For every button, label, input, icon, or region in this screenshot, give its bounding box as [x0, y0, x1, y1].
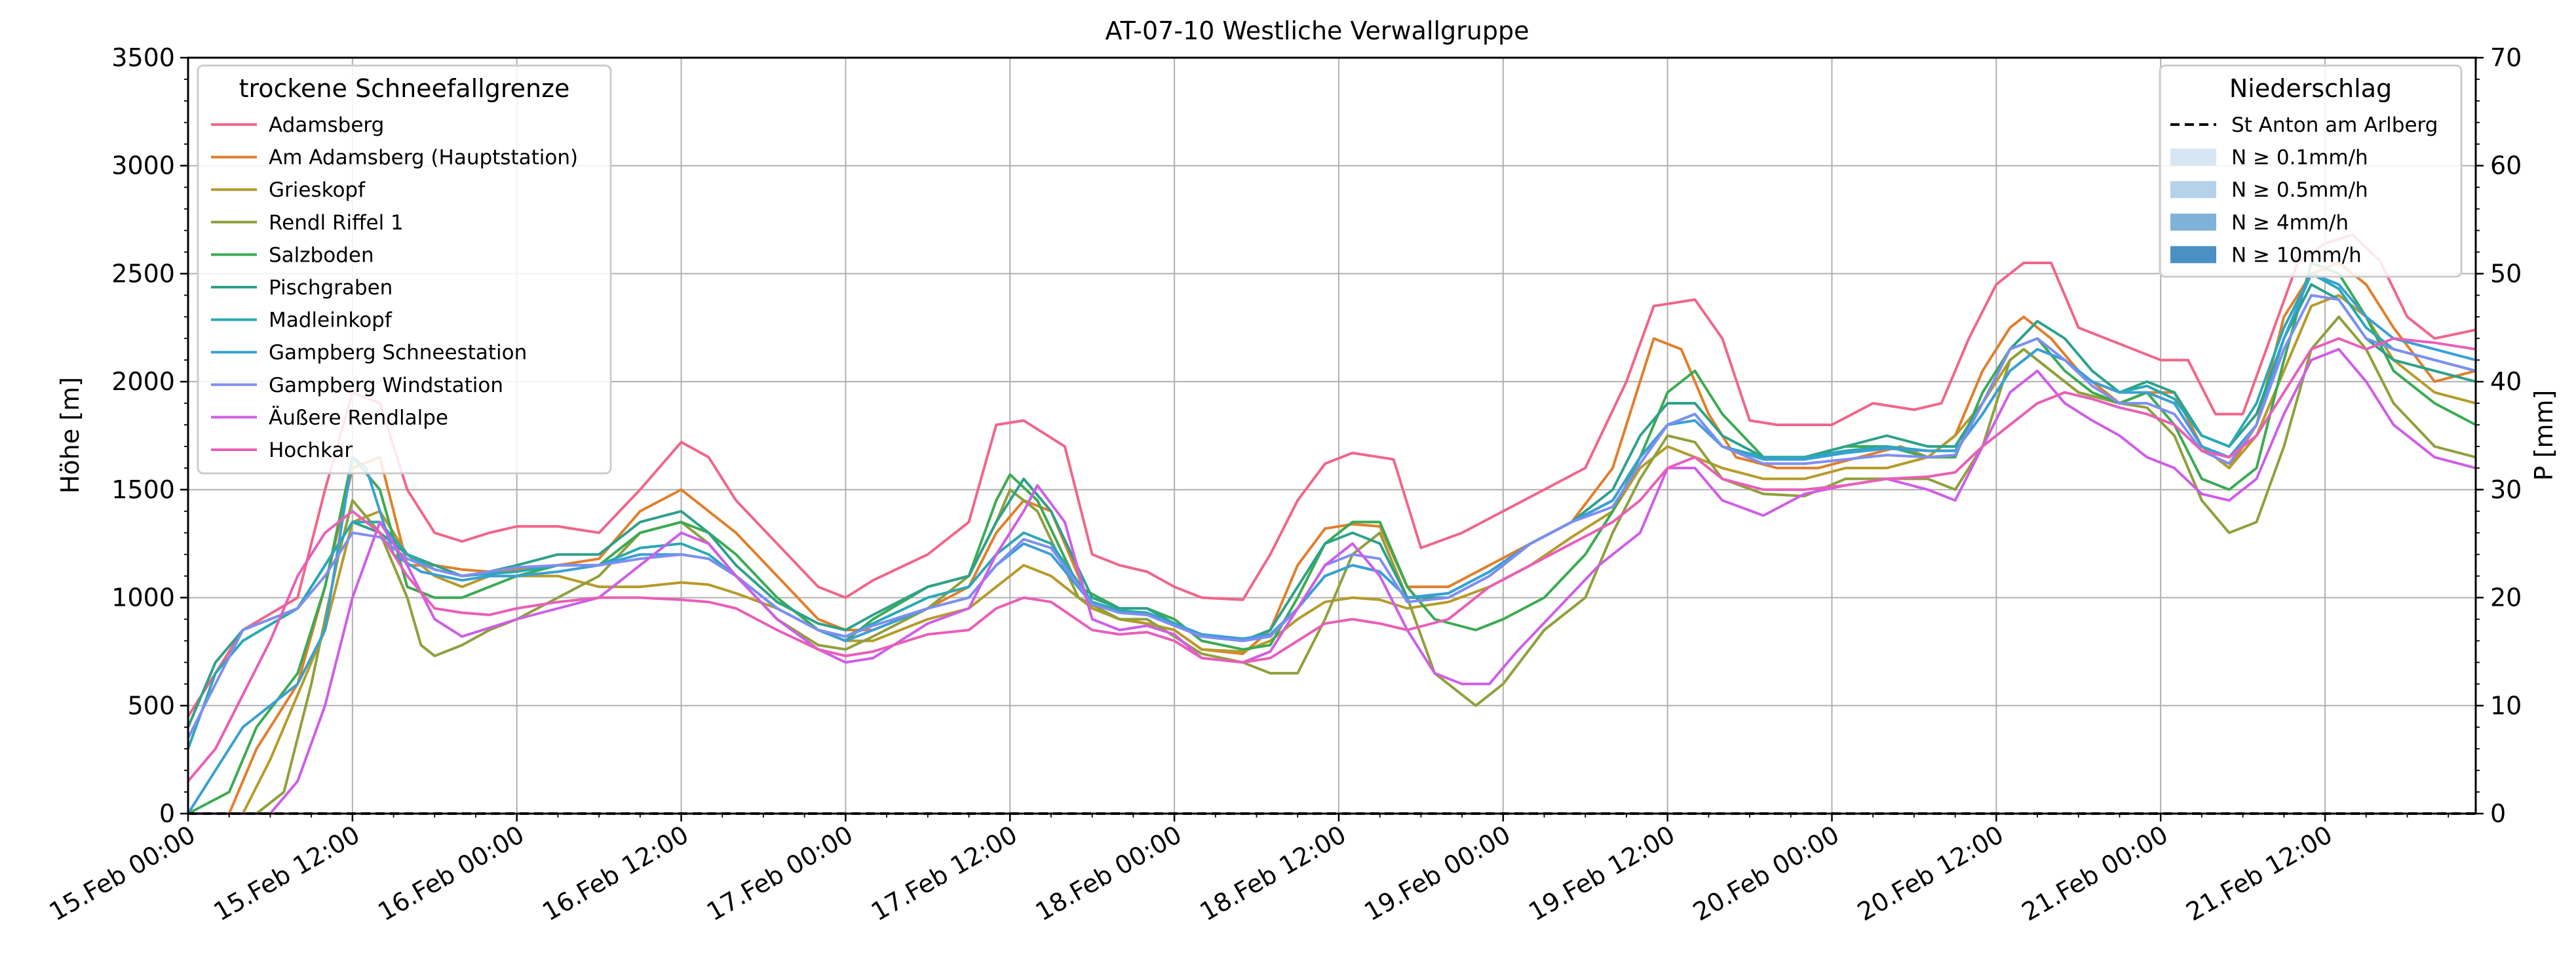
legend-label: Gampberg Schneestation	[269, 341, 527, 365]
y-tick-label: 3000	[111, 151, 175, 180]
y2-tick-label: 30	[2490, 475, 2522, 504]
chart-title: AT-07-10 Westliche Verwallgruppe	[1105, 16, 1529, 45]
legend-label: Adamsberg	[269, 113, 384, 137]
legend-label: Äußere Rendlalpe	[269, 406, 448, 429]
y2-tick-label: 20	[2490, 583, 2522, 612]
legend-swatch	[2170, 181, 2216, 199]
legend-left-entries: Adamsberg Am Adamsberg (Hauptstation) Grie…	[211, 113, 578, 462]
legend-label: St Anton am Arlberg	[2231, 113, 2438, 137]
y-tick-label: 1500	[111, 475, 175, 504]
y2-tick-label: 60	[2490, 151, 2522, 180]
legend-swatch	[2170, 246, 2216, 264]
y2-tick-label: 10	[2490, 691, 2522, 720]
legend-label: Hochkar	[269, 439, 353, 462]
y-axis-label: Höhe [m]	[56, 377, 85, 494]
y-tick-label: 500	[127, 691, 175, 720]
legend-right-box	[2159, 64, 2463, 278]
legend-label: Gampberg Windstation	[269, 374, 503, 397]
y2-tick-label: 50	[2490, 259, 2522, 288]
legend-left: trockene Schneefallgrenze Adamsberg Am Ad…	[197, 64, 612, 475]
legend-right-entries: St Anton am Arlberg N ≥ 0.1mm/h N ≥ 0.5mm/…	[2170, 113, 2438, 267]
legend-label: Grieskopf	[269, 178, 366, 202]
legend-label: Salzboden	[269, 243, 374, 267]
legend-label: N ≥ 10mm/h	[2231, 243, 2362, 267]
legend-right: Niederschlag St Anton am Arlberg N ≥ 0.1m…	[2159, 64, 2463, 278]
series-line-adamsberg	[187, 233, 2476, 717]
legend-swatch	[2170, 148, 2216, 166]
y2-tick-label: 40	[2490, 367, 2522, 396]
series-line-hochkar	[187, 337, 2476, 782]
y2-tick-label: 70	[2490, 43, 2522, 72]
legend-label: Rendl Riffel 1	[269, 211, 404, 235]
y2-axis-label: P [mm]	[2529, 390, 2558, 481]
series-line-gampberg-schneestation	[187, 272, 2476, 815]
plot-frame	[187, 56, 2477, 815]
y-tick-label: 0	[159, 799, 175, 828]
legend-label: N ≥ 4mm/h	[2231, 211, 2349, 235]
legend-label: N ≥ 0.5mm/h	[2231, 178, 2368, 202]
y-tick-label: 3500	[111, 43, 175, 72]
y-tick-label: 1000	[111, 583, 175, 612]
series-line-äußere-rendlalpe	[188, 347, 2476, 815]
legend-left-box	[197, 64, 612, 475]
legend-left-title: trockene Schneefallgrenze	[239, 74, 570, 103]
y-tick-label: 2500	[111, 259, 175, 288]
legend-label: Am Adamsberg (Hauptstation)	[269, 146, 578, 170]
y-tick-label: 2000	[111, 367, 175, 396]
legend-right-title: Niederschlag	[2229, 74, 2392, 103]
y2-tick-label: 0	[2490, 799, 2506, 828]
series-layer	[187, 233, 2476, 815]
legend-label: N ≥ 0.1mm/h	[2231, 146, 2368, 170]
legend-swatch	[2170, 213, 2216, 231]
legend-label: Madleinkopf	[269, 309, 393, 332]
legend-label: Pischgraben	[269, 276, 393, 300]
